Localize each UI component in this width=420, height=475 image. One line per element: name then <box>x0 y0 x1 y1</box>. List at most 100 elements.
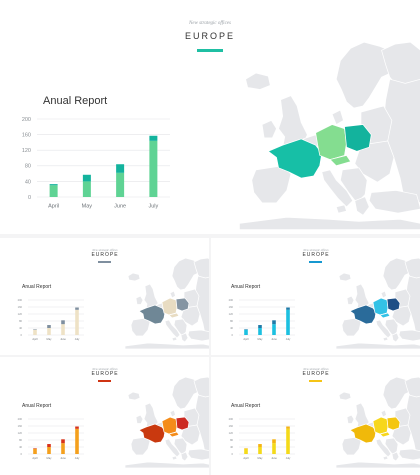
mini-chart-and-map: 0 40 80 120 160 200 April May June July <box>229 376 420 469</box>
map-region-scandinavia <box>382 257 414 291</box>
y-tick-label: 200 <box>229 417 234 421</box>
map-region-denmark <box>169 290 176 299</box>
y-tick-label: 120 <box>229 312 234 316</box>
x-tick-label: June <box>60 337 66 341</box>
map-region-iceland <box>338 391 352 401</box>
bar-segment <box>244 448 248 449</box>
bar-segment <box>272 320 276 325</box>
slide-variant-red[interactable]: New strategic offices EUROPE Anual Repor… <box>0 357 209 475</box>
x-tick-label: June <box>271 337 277 341</box>
map-region-ukraine-balkans-east <box>180 424 201 446</box>
map-region-ireland <box>135 295 144 305</box>
title-underline <box>98 380 111 382</box>
x-tick-label: July <box>286 456 291 460</box>
x-tick-label: May <box>82 203 93 209</box>
map-region-finland-karelia <box>193 257 209 281</box>
chart-title: Anual Report <box>22 403 52 409</box>
y-tick-label: 160 <box>18 305 23 309</box>
map-region-turkey <box>398 448 420 461</box>
main-slide[interactable]: New strategic offices EUROPE Anual Repor… <box>0 0 420 234</box>
map-region-iberia <box>130 317 151 337</box>
map-country-poland <box>175 416 190 431</box>
map-region-greece <box>180 332 189 343</box>
bar-segment <box>47 447 51 454</box>
y-tick-label: 160 <box>229 424 234 428</box>
y-tick-label: 40 <box>25 179 31 185</box>
y-tick-label: 0 <box>28 195 31 201</box>
title-underline <box>309 380 322 382</box>
bar-segment <box>244 329 248 330</box>
x-tick-label: July <box>286 337 291 341</box>
bar-segment <box>75 307 79 310</box>
x-tick-label: May <box>258 456 264 460</box>
map-region-russia-east <box>383 78 420 203</box>
map-region-italy <box>375 319 392 339</box>
bar-segment <box>61 320 65 325</box>
map-region-denmark <box>331 109 344 126</box>
y-tick-label: 120 <box>18 312 23 316</box>
bar-segment <box>33 329 37 335</box>
x-tick-label: May <box>258 337 264 341</box>
tagline: New strategic offices <box>92 248 118 252</box>
slide-variant-blue[interactable]: New strategic offices EUROPE Anual Repor… <box>211 238 420 355</box>
europe-map <box>239 41 420 230</box>
title-underline <box>197 49 223 52</box>
slide-variant-yellow[interactable]: New strategic offices EUROPE Anual Repor… <box>211 357 420 475</box>
map-region-ireland <box>346 295 355 305</box>
bar-segment <box>33 448 37 454</box>
map-country-france <box>138 304 166 325</box>
region-title: EUROPE <box>184 31 235 41</box>
y-tick-label: 0 <box>232 333 234 337</box>
bar-segment <box>286 309 290 335</box>
map-country-austria <box>168 431 180 438</box>
map-region-denmark <box>380 290 387 299</box>
x-tick-label: July <box>75 337 80 341</box>
y-tick-label: 160 <box>229 305 234 309</box>
bar-segment <box>82 181 91 197</box>
chart-title: Anual Report <box>22 284 52 290</box>
x-tick-label: July <box>75 456 80 460</box>
bar-segment <box>258 444 262 447</box>
bar-segment <box>258 328 262 335</box>
bar-segment <box>116 172 125 197</box>
bar-segment <box>286 426 290 429</box>
map-region-iberia <box>251 165 292 204</box>
main-chart-and-map: 0 40 80 120 160 200 April May June July <box>22 41 420 230</box>
bar-segment <box>61 324 65 335</box>
map-country-poland <box>344 124 372 152</box>
tagline: New strategic offices <box>189 21 231 26</box>
bar-segment <box>33 329 37 330</box>
map-region-north-africa <box>335 342 420 350</box>
map-region-finland-karelia <box>404 376 420 400</box>
map-region-greece <box>391 332 400 343</box>
bar-segment <box>49 184 58 186</box>
slide-variant-gray[interactable]: New strategic offices EUROPE Anual Repor… <box>0 238 209 355</box>
map-region-italy <box>164 438 181 458</box>
map-country-austria <box>329 155 352 167</box>
map-region-scandinavia <box>171 376 203 410</box>
map-region-ukraine-balkans-east <box>180 305 201 327</box>
chart-title: Anual Report <box>231 403 261 409</box>
y-tick-label: 0 <box>232 452 234 456</box>
map-country-austria <box>379 312 391 319</box>
mini-chart-and-map: 0 40 80 120 160 200 April May June July <box>229 257 420 350</box>
bar-segment <box>258 447 262 454</box>
bar-segment <box>272 439 276 444</box>
y-tick-label: 40 <box>230 326 233 330</box>
x-tick-label: June <box>60 456 66 460</box>
bar-segment <box>272 324 276 335</box>
x-tick-label: May <box>47 456 53 460</box>
map-country-germany <box>372 297 389 316</box>
y-tick-label: 40 <box>19 326 22 330</box>
europe-map <box>124 257 209 350</box>
bar-segment <box>272 443 276 454</box>
map-region-north-africa <box>124 342 209 350</box>
bar-segment <box>61 439 65 444</box>
y-tick-label: 120 <box>229 431 234 435</box>
bar-segment <box>258 325 262 328</box>
x-tick-label: July <box>148 203 158 209</box>
region-title: EUROPE <box>302 371 330 377</box>
x-tick-label: May <box>47 337 53 341</box>
x-tick-label: June <box>114 203 126 209</box>
y-tick-label: 80 <box>25 164 31 170</box>
